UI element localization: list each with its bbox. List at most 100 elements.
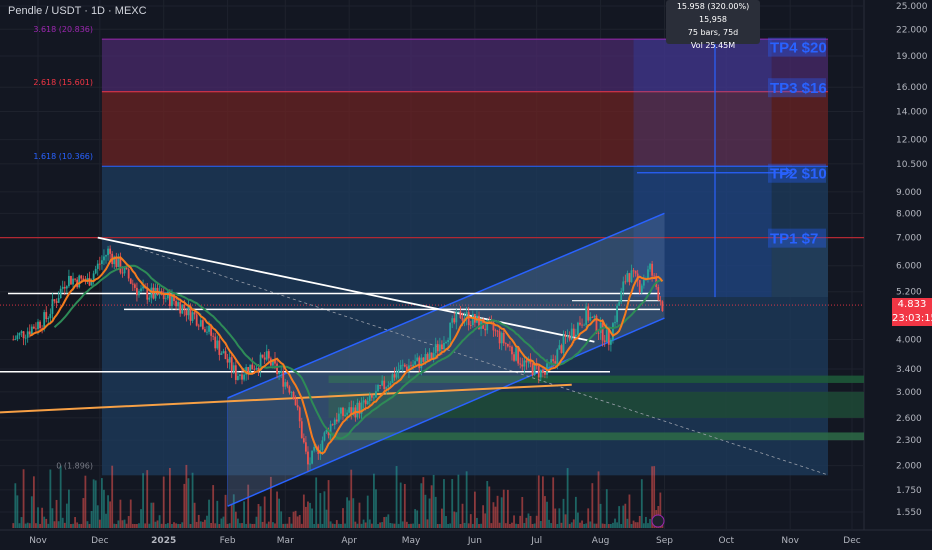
candle-body xyxy=(37,321,39,330)
candle-body xyxy=(323,432,326,441)
volume-bar xyxy=(535,515,538,528)
candle-body xyxy=(490,320,493,323)
candle-body xyxy=(197,325,200,327)
volume-bar xyxy=(624,503,627,528)
candle-body xyxy=(109,248,112,254)
candle-body xyxy=(173,293,175,302)
candle-body xyxy=(379,384,381,386)
volume-bar xyxy=(253,523,256,528)
volume-bar xyxy=(579,522,581,528)
volume-bar xyxy=(647,523,649,528)
candle-body xyxy=(329,424,332,436)
volume-bar xyxy=(257,503,260,528)
volume-bar xyxy=(509,523,511,528)
candle-body xyxy=(340,407,342,414)
time-tick: Nov xyxy=(29,536,47,546)
candle-body xyxy=(302,438,305,443)
volume-bar xyxy=(403,483,406,528)
volume-bar xyxy=(350,469,353,528)
volume-bar xyxy=(146,470,149,528)
volume-bar xyxy=(292,511,295,528)
candle-body xyxy=(105,255,107,257)
candle-body xyxy=(152,287,155,299)
candle-body xyxy=(98,263,101,265)
candle-body xyxy=(267,351,270,359)
volume-bar xyxy=(164,523,167,528)
candle-body xyxy=(445,342,447,344)
candle-body xyxy=(513,354,515,361)
volume-bar xyxy=(548,519,550,528)
candle-body xyxy=(251,364,254,370)
volume-bar xyxy=(218,523,221,528)
volume-bar xyxy=(441,508,443,528)
volume-bar xyxy=(51,508,54,528)
candle-body xyxy=(140,288,142,292)
price-tick: 1.750 xyxy=(896,486,922,496)
volume-bar xyxy=(593,523,596,528)
candle-body xyxy=(451,318,454,323)
volume-bar xyxy=(616,522,618,528)
volume-bar xyxy=(607,523,610,528)
volume-bar xyxy=(412,523,414,528)
volume-bar xyxy=(511,522,513,528)
volume-bar xyxy=(473,491,476,528)
candle-body xyxy=(350,407,353,415)
candle-body xyxy=(100,260,103,264)
time-tick: Dec xyxy=(91,536,108,546)
volume-bar xyxy=(76,522,79,528)
volume-bar xyxy=(333,524,336,528)
candle-body xyxy=(366,401,369,405)
volume-bar xyxy=(26,522,29,528)
volume-bar xyxy=(251,523,254,528)
volume-bar xyxy=(109,501,112,528)
volume-bar xyxy=(177,523,180,528)
candle-body xyxy=(189,305,192,321)
candle-body xyxy=(123,267,126,274)
candle-body xyxy=(478,315,480,330)
volume-bar xyxy=(626,518,629,528)
candle-body xyxy=(298,407,301,422)
volume-bar xyxy=(214,523,217,528)
candle-body xyxy=(480,319,482,330)
volume-bar xyxy=(438,523,441,528)
volume-bar xyxy=(243,501,245,528)
price-tick: 1.550 xyxy=(896,508,922,518)
volume-bar xyxy=(622,505,625,528)
candle-body xyxy=(356,402,359,418)
candle-body xyxy=(78,275,81,288)
volume-bar xyxy=(70,523,72,528)
volume-bar xyxy=(418,523,421,528)
volume-bar xyxy=(228,523,231,528)
candle-body xyxy=(642,279,645,286)
candle-body xyxy=(426,354,429,361)
candle-body xyxy=(649,263,651,270)
candle-body xyxy=(43,312,46,329)
volume-bar xyxy=(63,522,66,528)
volume-bar xyxy=(269,476,272,528)
volume-bar xyxy=(53,521,56,528)
candle-body xyxy=(199,320,202,327)
candle-body xyxy=(327,429,330,436)
volume-bar xyxy=(49,469,52,528)
volume-bar xyxy=(278,498,281,528)
price-tick: 16.000 xyxy=(896,83,928,93)
candle-body xyxy=(657,287,660,300)
volume-bar xyxy=(224,494,227,528)
candle-body xyxy=(125,267,128,270)
candle-body xyxy=(383,380,386,390)
candle-body xyxy=(634,270,637,274)
volume-bar xyxy=(410,523,412,528)
candle-body xyxy=(32,326,35,329)
candle-body xyxy=(90,280,93,286)
candle-body xyxy=(511,346,513,355)
measure-tool xyxy=(637,44,792,528)
candle-body xyxy=(381,380,384,386)
price-tick: 10.500 xyxy=(896,160,928,170)
candle-body xyxy=(554,361,557,364)
volume-bar xyxy=(414,509,417,528)
candle-body xyxy=(410,365,412,367)
volume-bar xyxy=(195,521,198,528)
volume-bar xyxy=(121,520,124,528)
candle-body xyxy=(35,328,37,330)
